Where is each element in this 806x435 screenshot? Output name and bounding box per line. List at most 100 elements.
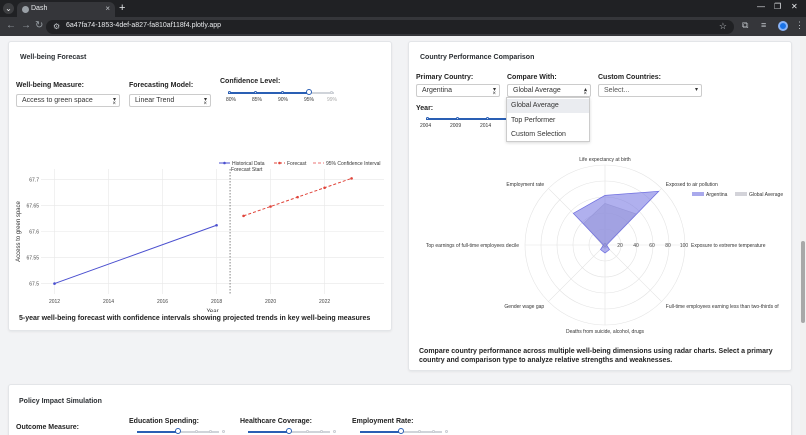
x-tick-label: 2020 [265, 299, 276, 305]
confidence-slider[interactable]: 80% 85% 90% 95% 99% [226, 89, 338, 103]
slider-mark-label: 95% [304, 97, 315, 103]
model-dropdown[interactable]: Linear Trend ▾ × [129, 94, 211, 107]
radar-axis-label: Life expectancy at birth [579, 157, 631, 163]
legend-swatch-marker [223, 161, 226, 165]
slider-mark-label: 90% [278, 97, 289, 103]
y-axis-title: Access to green space [16, 200, 22, 261]
legend-label: Argentina [706, 192, 728, 198]
x-axis-title: Year [206, 309, 218, 312]
data-point [269, 205, 272, 208]
radar-chart[interactable]: 020406080100Life expectancy at birthExpo… [409, 142, 793, 342]
data-point [215, 223, 218, 227]
healthcare-coverage-slider[interactable] [248, 428, 343, 435]
maximize-icon[interactable]: ❐ [774, 2, 782, 11]
slider-mark-label: 2004 [420, 123, 432, 129]
forecast-chart[interactable]: 67.5 67.55 67.6 67.65 67.7 2012 2014 2016 2018 20… [9, 147, 393, 312]
comparison-title: Country Performance Comparison [420, 54, 535, 61]
chevron-down-icon: ▾ [694, 87, 698, 93]
browser-tab-strip: ⌄ Dash × + — ❐ ✕ [0, 0, 806, 17]
media-icon[interactable]: ≡ [761, 20, 767, 30]
menu-option-top-performer[interactable]: Top Performer [511, 117, 556, 124]
radar-spoke [548, 244, 606, 302]
menu-option-global-average[interactable]: Global Average [507, 99, 589, 113]
slider-mark-dot [222, 430, 225, 433]
clear-icon[interactable]: × [112, 101, 116, 107]
back-icon[interactable]: ← [6, 20, 16, 31]
slider-handle[interactable] [286, 428, 292, 434]
menu-option-custom-selection[interactable]: Custom Selection [511, 131, 566, 138]
employment-rate-label: Employment Rate: [352, 418, 414, 425]
radar-axis-label: Exposure to extreme temperature [691, 243, 766, 249]
radial-tick-label: 80 [665, 243, 671, 249]
clear-icon[interactable]: × [203, 101, 207, 107]
series-line [54, 224, 217, 285]
favicon-icon [22, 6, 29, 13]
clear-icon[interactable]: × [492, 91, 496, 97]
extensions-icon[interactable]: ⧉ [742, 20, 749, 30]
year-label: Year: [416, 105, 434, 112]
data-point [323, 186, 326, 190]
year-slider[interactable]: 2004 2009 2014 [420, 116, 510, 129]
slider-mark-dot [426, 117, 429, 120]
chevron-up-icon: ▴ [583, 87, 587, 93]
radial-tick-label: 100 [680, 243, 689, 249]
radar-axis-label: Employment rate [506, 182, 544, 188]
y-tick-label: 67.5 [29, 282, 39, 288]
custom-countries-dropdown[interactable]: Select... ▾ [598, 84, 702, 97]
x-tick-label: 2022 [319, 299, 330, 305]
data-point [350, 177, 353, 180]
radar-axis-label: Gender wage gap [504, 304, 544, 310]
address-bar[interactable]: ⚙ 6a47fa74-1853-4def-a827-fa810af118f4.p… [46, 20, 734, 34]
minimize-icon[interactable]: — [757, 2, 765, 11]
education-spending-label: Education Spending: [129, 418, 199, 425]
site-info-icon[interactable]: ⚙ [53, 22, 61, 31]
primary-country-label: Primary Country: [416, 74, 474, 81]
radar-series-area [572, 190, 660, 254]
policy-card: Policy Impact Simulation Outcome Measure… [8, 384, 792, 435]
slider-mark-dot [306, 430, 309, 433]
radar-spoke [604, 244, 662, 302]
tab-search-icon[interactable]: ⌄ [3, 3, 14, 14]
legend-swatch-marker [278, 161, 281, 165]
primary-country-value: Argentina [422, 87, 452, 94]
close-window-icon[interactable]: ✕ [791, 2, 798, 11]
x-tick-label: 2016 [157, 299, 168, 305]
education-spending-slider[interactable] [137, 428, 232, 435]
custom-countries-label: Custom Countries: [598, 74, 661, 81]
slider-handle[interactable] [398, 428, 404, 434]
scrollbar-thumb[interactable] [801, 241, 805, 323]
slider-fill [426, 118, 510, 120]
radial-tick-label: 40 [633, 243, 639, 249]
legend-label: Historical Data [232, 161, 265, 167]
chevron-down-icon: ▾ [492, 87, 496, 93]
slider-mark-dot [209, 430, 212, 433]
browser-tab[interactable]: Dash × [17, 2, 115, 17]
clear-icon[interactable]: × [583, 91, 587, 97]
policy-title: Policy Impact Simulation [19, 398, 102, 405]
new-tab-icon[interactable]: + [119, 2, 126, 14]
radar-axis-label: Exposed to air pollution [666, 182, 718, 188]
forecast-card: Well-being Forecast Well-being Measure: … [8, 41, 392, 331]
measure-dropdown[interactable]: Access to green space ▾ × [16, 94, 120, 107]
page-scrollbar[interactable] [800, 36, 806, 435]
compare-with-dropdown[interactable]: Global Average ▴ × [507, 84, 591, 97]
slider-handle[interactable] [175, 428, 181, 434]
slider-mark-dot [195, 430, 198, 433]
primary-country-dropdown[interactable]: Argentina ▾ × [416, 84, 500, 97]
forward-icon[interactable]: → [21, 20, 31, 31]
employment-rate-slider[interactable] [360, 428, 455, 435]
legend-label: Forecast [287, 161, 307, 167]
model-value: Linear Trend [135, 97, 175, 104]
close-tab-icon[interactable]: × [105, 4, 110, 13]
menu-icon[interactable]: ⋮ [795, 20, 804, 30]
profile-avatar-icon[interactable] [778, 21, 788, 31]
healthcare-coverage-label: Healthcare Coverage: [240, 418, 312, 425]
url-text: 6a47fa74-1853-4def-a827-fa810af118f4.plo… [66, 22, 222, 29]
bookmark-star-icon[interactable]: ☆ [718, 21, 727, 31]
reload-icon[interactable]: ↻ [35, 20, 44, 31]
x-tick-label: 2012 [49, 299, 60, 305]
data-point [296, 195, 299, 199]
forecast-start-annotation: Forecast Start [231, 167, 263, 173]
slider-handle[interactable] [306, 89, 312, 95]
y-tick-label: 67.65 [26, 203, 39, 209]
